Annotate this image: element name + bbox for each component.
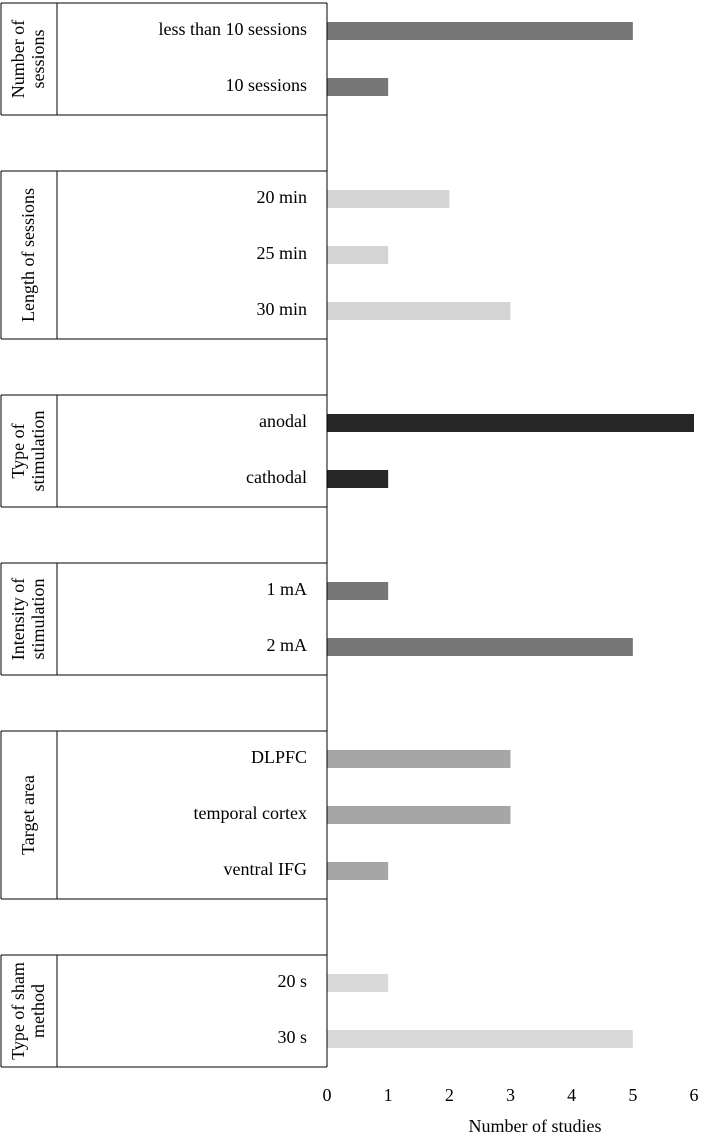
- x-tick-label: 2: [445, 1085, 454, 1105]
- x-tick-label: 5: [628, 1085, 637, 1105]
- category-label: anodal: [259, 411, 307, 431]
- category-label: 20 min: [256, 187, 307, 207]
- group-label: Type of sham method: [8, 962, 48, 1060]
- category-label: 25 min: [256, 243, 307, 263]
- group-label: Intensity of stimulation: [8, 577, 48, 661]
- group-label: Number of sessions: [8, 19, 48, 99]
- bar: [327, 414, 694, 432]
- bar: [327, 22, 633, 40]
- group-label-box: Target area: [18, 775, 39, 855]
- x-tick-label: 3: [506, 1085, 515, 1105]
- group-label-box: Type of stimulation: [8, 410, 48, 492]
- bar: [327, 638, 633, 656]
- x-tick-label: 6: [690, 1085, 699, 1105]
- category-label: temporal cortex: [194, 803, 307, 823]
- category-label: ventral IFG: [224, 859, 307, 879]
- x-tick-label: 1: [384, 1085, 393, 1105]
- category-label: less than 10 sessions: [159, 19, 308, 39]
- group-label-box: Number of sessions: [8, 19, 48, 99]
- bar: [327, 862, 389, 880]
- bar: [327, 246, 389, 264]
- x-tick-label: 0: [323, 1085, 332, 1105]
- bar: [327, 78, 389, 96]
- category-label: 2 mA: [267, 635, 308, 655]
- bar: [327, 470, 389, 488]
- bar: [327, 302, 511, 320]
- bar: [327, 806, 511, 824]
- category-label: cathodal: [246, 467, 307, 487]
- group-label-box: Length of sessions: [18, 188, 39, 322]
- bar: [327, 582, 389, 600]
- group-label: Length of sessions: [18, 188, 39, 322]
- category-label: DLPFC: [251, 747, 307, 767]
- category-label: 30 min: [256, 299, 307, 319]
- category-label: 1 mA: [267, 579, 308, 599]
- group-label-box: Intensity of stimulation: [8, 577, 48, 661]
- group-label-box: Type of sham method: [8, 962, 48, 1060]
- category-label: 10 sessions: [225, 75, 307, 95]
- category-label: 30 s: [277, 1027, 307, 1047]
- bar: [327, 974, 389, 992]
- category-label: 20 s: [277, 971, 307, 991]
- x-tick-label: 4: [567, 1085, 576, 1105]
- bar: [327, 190, 450, 208]
- bar: [327, 750, 511, 768]
- bar: [327, 1030, 633, 1048]
- group-label: Target area: [18, 775, 39, 855]
- group-label: Type of stimulation: [8, 410, 48, 492]
- x-axis-title: Number of studies: [469, 1116, 602, 1136]
